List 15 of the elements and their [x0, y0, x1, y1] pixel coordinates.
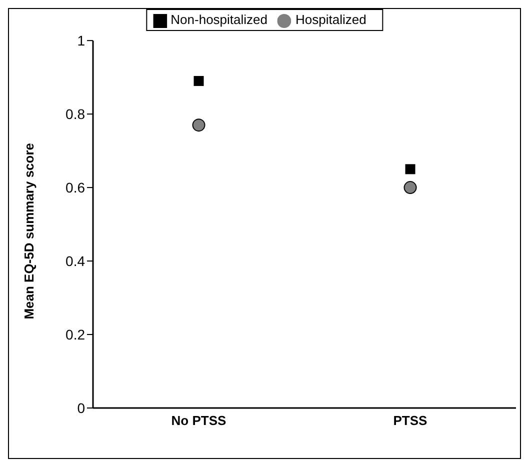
point: [404, 181, 417, 194]
point: [192, 118, 206, 132]
point: [194, 76, 204, 86]
x-tick-label: No PTSS: [171, 413, 227, 428]
y-tick-label: 0.2: [66, 326, 86, 342]
y-tick-label: 1: [77, 32, 86, 49]
point: [405, 164, 416, 174]
y-axis-title: Mean EQ-5D summary score: [22, 142, 37, 320]
y-tick-label: 0.8: [66, 106, 86, 122]
y-tick-label: 0.6: [66, 180, 86, 196]
y-tick-label: 0: [77, 400, 86, 416]
legend-label: Hospitalized: [296, 12, 366, 27]
y-tick-label: 0.4: [66, 252, 86, 269]
legend-label: Non-hospitalized: [170, 12, 268, 27]
x-tick-label: PTSS: [393, 413, 428, 428]
